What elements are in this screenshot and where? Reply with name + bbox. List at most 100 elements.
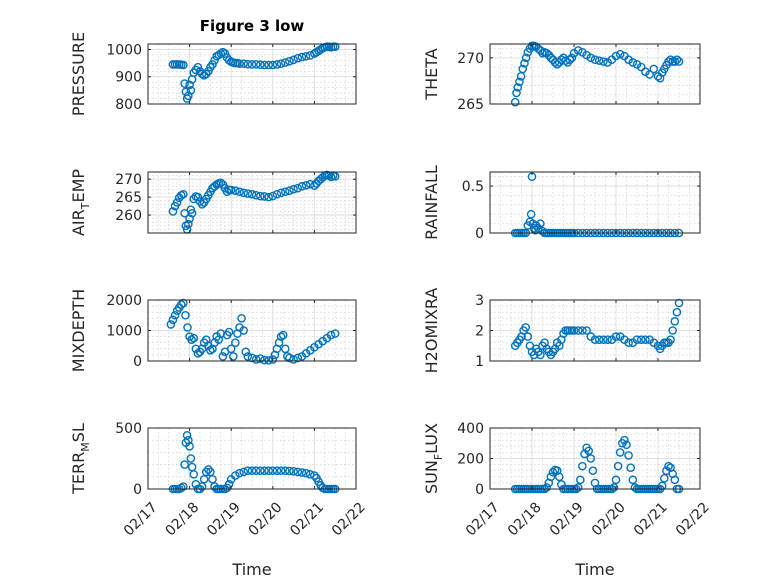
x-tick-label: 02/22 (673, 499, 713, 539)
data-point (272, 466, 282, 476)
data-point (297, 182, 307, 191)
data-point (611, 475, 621, 485)
data-point (624, 338, 633, 348)
y-tick-label: 500 (115, 421, 142, 437)
data-point (243, 59, 253, 69)
y-tick-label: 1 (475, 354, 484, 370)
data-point (193, 62, 203, 72)
data-point (611, 51, 621, 61)
y-tick-label: 2000 (106, 293, 142, 309)
data-series (510, 41, 684, 107)
subplot-pressure: 800 900 1000 PRESSURE (69, 32, 357, 116)
x-tick-label: 02/17 (463, 499, 503, 539)
y-tick-label: 265 (115, 190, 142, 206)
data-point (546, 53, 556, 63)
data-point (206, 346, 215, 355)
data-point (204, 465, 213, 474)
data-point (586, 454, 596, 463)
data-point (280, 187, 290, 197)
data-point (251, 60, 261, 69)
data-point (594, 56, 604, 65)
data-point (546, 472, 556, 482)
data-point (664, 57, 673, 66)
data-point (264, 192, 273, 202)
y-axis-label: H2OMIXRA (422, 288, 441, 374)
data-point (216, 49, 226, 58)
data-point (251, 355, 261, 364)
y-axis-label-main: PRESSURE (69, 32, 88, 116)
y-tick-label: 265 (457, 97, 484, 113)
data-point (586, 53, 596, 63)
y-axis-label-main: AIR (69, 209, 88, 236)
data-point (278, 330, 288, 340)
x-tick-label: 02/20 (246, 499, 286, 539)
y-tick-label: 270 (457, 51, 484, 67)
data-point (231, 471, 240, 480)
y-axis-label-subscript: M (79, 442, 92, 452)
data-point (268, 466, 278, 476)
data-series (510, 435, 684, 494)
data-point (293, 53, 303, 63)
data-point (628, 475, 638, 485)
data-point (285, 186, 294, 195)
data-point (326, 172, 336, 182)
data-point (578, 326, 587, 335)
data-point (251, 466, 261, 476)
data-point (649, 64, 659, 74)
data-point (310, 471, 319, 480)
y-tick-label: 2 (475, 324, 484, 340)
data-point (260, 192, 269, 201)
y-axis-label-main: RAINFALL (422, 165, 441, 240)
data-point (582, 326, 591, 335)
data-point (260, 355, 269, 365)
data-point (536, 350, 545, 360)
y-axis-label-subscript: T (79, 202, 92, 210)
data-point (293, 467, 303, 477)
y-tick-label: 0 (133, 482, 142, 498)
data-point (179, 298, 188, 308)
x-tick-label: 02/19 (204, 499, 244, 539)
y-tick-label: 270 (115, 172, 142, 188)
data-point (670, 57, 680, 66)
data-point (603, 335, 612, 344)
y-axis-label-main: MIXDEPTH (69, 289, 88, 372)
data-point (256, 191, 265, 201)
y-axis-label-main: H2OMIXRA (422, 288, 441, 374)
data-point (611, 332, 621, 341)
data-point (280, 58, 290, 67)
data-point (180, 460, 189, 469)
data-point (330, 329, 340, 338)
data-point (183, 323, 192, 332)
y-tick-label: 0.5 (462, 179, 484, 195)
data-point (576, 475, 585, 485)
y-tick-label: 1000 (106, 42, 142, 58)
data-point (276, 466, 286, 476)
subplot-mixdepth: 0 1000 2000 MIXDEPTH (69, 289, 357, 372)
data-point (239, 326, 248, 335)
data-point (260, 466, 269, 476)
y-tick-label: 1000 (106, 324, 142, 340)
data-point (326, 330, 336, 340)
subplot-h2omixra: 1 2 3 H2OMIXRA (422, 288, 701, 374)
y-axis-label-tail: EMP (69, 169, 88, 203)
data-series (510, 298, 684, 360)
data-point (285, 56, 294, 66)
data-point (280, 344, 290, 354)
data-point (609, 483, 619, 492)
data-point (536, 219, 545, 228)
data-point (548, 467, 558, 477)
y-tick-label: 0 (475, 226, 484, 242)
data-point (187, 208, 197, 218)
data-point (624, 451, 633, 460)
data-point (193, 192, 203, 202)
y-axis-label: SUNFLUX (422, 423, 445, 494)
subplot-sunflux: 02/17 02/18 02/19 02/20 02/21 02/22 0 200 400 SUN… (422, 421, 713, 539)
data-series (166, 298, 340, 365)
data-point (276, 59, 286, 68)
y-axis-label-tail: LUX (422, 423, 441, 454)
subplot-terrmsl: 02/17 02/18 02/19 02/20 02/21 02/22 0 500 TERRMS… (69, 421, 369, 539)
data-series (168, 170, 340, 234)
data-point (664, 461, 673, 471)
data-point (567, 53, 577, 63)
